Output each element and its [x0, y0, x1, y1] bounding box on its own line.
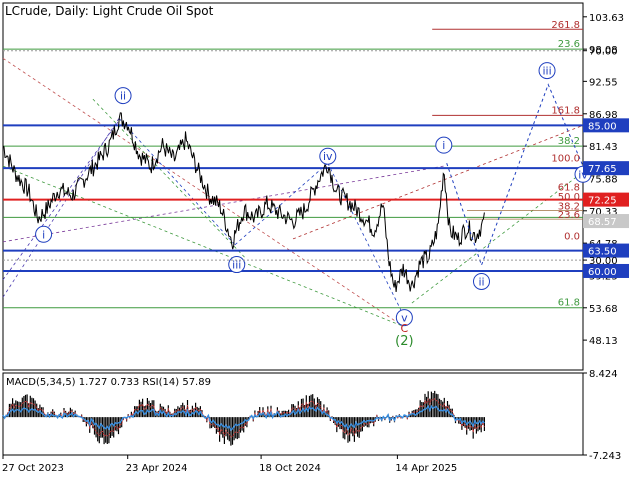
macd-signal-line [2, 397, 485, 438]
price-tag [583, 192, 629, 207]
fib-label: 50.0 [558, 192, 580, 203]
indicator-y-label: 8.424 [589, 369, 618, 380]
y-tick-label: 53.68 [589, 304, 618, 315]
y-tick-label: 86.98 [589, 110, 618, 121]
y-tick-label: 70.33 [589, 207, 618, 218]
indicator-y-label: 70.00 [589, 47, 618, 58]
x-tick-label: 27 Oct 2023 [2, 463, 64, 474]
wave-circle [35, 225, 53, 243]
wave-label: iv [323, 150, 333, 163]
wave-circle [435, 136, 453, 154]
fib-label: 23.6 [558, 39, 580, 50]
wave-circle [114, 87, 132, 105]
fib-label: 261.8 [551, 20, 580, 31]
chart-title: LCrude, Daily: Light Crude Oil Spot [5, 4, 214, 18]
x-tick-label: 14 Apr 2025 [395, 463, 457, 474]
fib-label: 100.0 [551, 154, 580, 165]
x-tick-label: 18 Oct 2024 [259, 463, 321, 474]
price-frame [2, 2, 584, 371]
price-series [2, 112, 485, 292]
wave-label-c: C [401, 322, 409, 335]
wave-circle [538, 62, 556, 80]
trend-line [327, 163, 404, 315]
price-tag [583, 214, 629, 229]
projection-path [446, 83, 584, 267]
price-tag-label: 72.25 [588, 196, 617, 207]
wave-label: ii [478, 275, 484, 288]
wave-label: iii [232, 259, 241, 272]
indicator-y-label: -7.243 [589, 451, 621, 462]
indicator-frame [2, 372, 584, 456]
fib-label: 38.2 [558, 201, 580, 212]
price-tag-label: 60.00 [588, 267, 617, 278]
price-tag [583, 118, 629, 133]
y-tick-label: 103.63 [589, 13, 624, 24]
wave-label: i [42, 228, 45, 241]
price-tag-label: 85.00 [588, 121, 617, 132]
price-tag-label: 63.50 [588, 247, 617, 258]
trend-line [234, 162, 329, 246]
fib-label: 61.8 [558, 298, 580, 309]
wave-circle [395, 309, 413, 327]
fib-label: 38.2 [558, 136, 580, 147]
wave-label: ii [120, 90, 126, 103]
fib-label: 61.8 [558, 183, 580, 194]
trend-line [2, 58, 404, 327]
fib-label: 0.0 [564, 232, 580, 243]
wave-label: v [401, 312, 408, 325]
wave-label-2: (2) [395, 334, 413, 349]
price-tag [583, 263, 629, 278]
wave-label: iii [542, 65, 551, 78]
y-tick-label: 75.88 [589, 174, 618, 185]
macd-histogram [2, 390, 485, 446]
wave-circle [319, 147, 337, 165]
fib-label: 23.6 [558, 210, 580, 221]
indicator-label: MACD(5,34,5) 1.727 0.733 RSI(14) 57.89 [6, 377, 211, 388]
y-tick-label: 81.43 [589, 142, 618, 153]
y-tick-label: 48.13 [589, 336, 618, 347]
y-tick-label: 98.08 [589, 45, 618, 56]
fib-label: 161.8 [551, 105, 580, 116]
price-tag [583, 243, 629, 258]
rsi-line [2, 404, 485, 432]
x-tick-label: 23 Apr 2024 [126, 463, 188, 474]
price-tag [583, 161, 629, 176]
price-tag-label: 77.65 [588, 164, 617, 175]
trend-line [92, 98, 247, 260]
wave-circle [473, 272, 490, 290]
wave-label: i [442, 139, 445, 152]
trend-line [118, 118, 236, 246]
price-tag-label: 68.57 [588, 217, 617, 228]
indicator-y-label: 30.00 [589, 256, 618, 267]
trend-line [2, 165, 444, 243]
y-tick-label: 92.55 [589, 77, 618, 88]
trend-line [292, 124, 584, 240]
